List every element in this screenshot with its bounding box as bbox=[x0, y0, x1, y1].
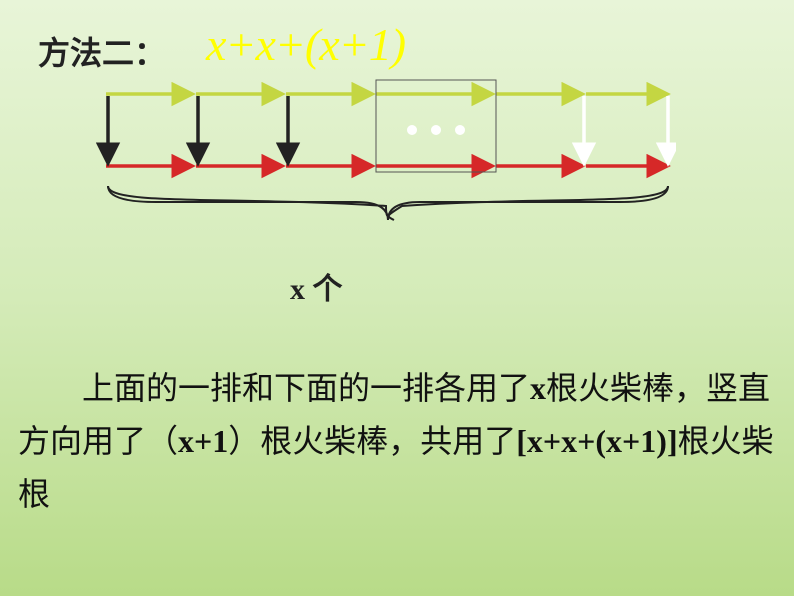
expl-part: ）根火柴棒，共用了 bbox=[228, 423, 516, 459]
formula-expression: x+x+(x+1) bbox=[206, 18, 405, 71]
method-label: 方法二： bbox=[38, 28, 166, 74]
x-count-label: x 个 bbox=[290, 264, 343, 308]
ellipsis-dot bbox=[455, 125, 465, 135]
diagram-svg bbox=[96, 78, 676, 248]
brace bbox=[108, 186, 668, 220]
expl-part: 上面的一排和下面的一排各用了 bbox=[82, 370, 530, 406]
expl-x: x bbox=[530, 370, 546, 406]
formula-text: x+x+(x+1) bbox=[206, 19, 405, 70]
explanation-text: 上面的一排和下面的一排各用了x根火柴棒，竖直方向用了（x+1）根火柴棒，共用了[… bbox=[18, 362, 776, 520]
matchstick-diagram bbox=[96, 78, 676, 208]
ellipsis-dot bbox=[407, 125, 417, 135]
expl-bracket: [x+x+(x+1)] bbox=[516, 423, 677, 459]
expl-x1: x+1 bbox=[178, 423, 228, 459]
ellipsis-dot bbox=[431, 125, 441, 135]
